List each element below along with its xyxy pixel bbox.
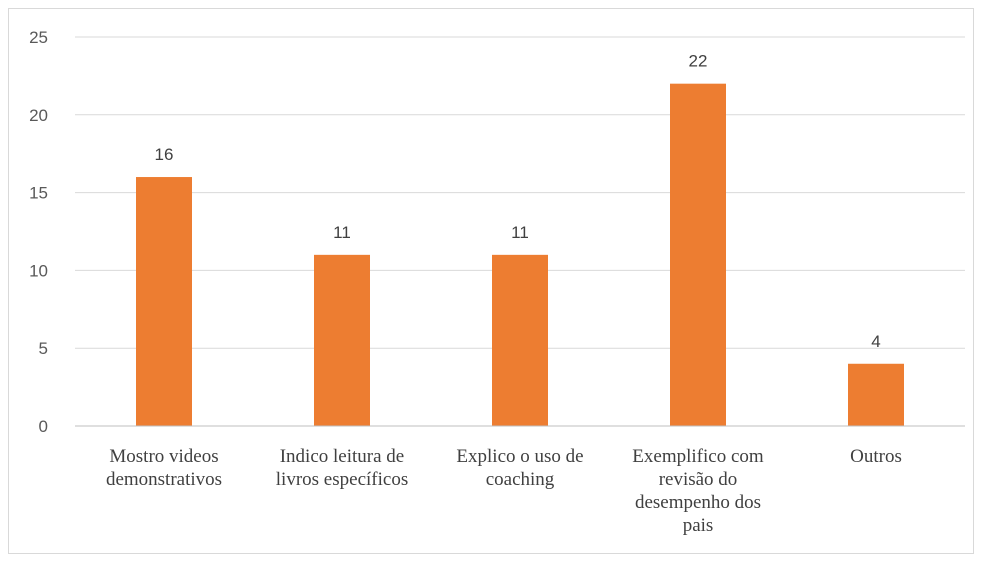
x-tick-label: livros específicos: [276, 469, 408, 490]
bar: [136, 177, 192, 426]
data-label: 16: [155, 145, 174, 164]
bar: [848, 363, 904, 426]
data-label: 11: [511, 223, 529, 242]
x-tick-label: demonstrativos: [106, 469, 222, 490]
y-tick-label: 20: [29, 106, 48, 125]
x-tick-label: Indico leitura de: [280, 446, 405, 467]
data-label: 4: [871, 332, 880, 351]
data-label: 22: [689, 52, 708, 71]
x-tick-label: coaching: [486, 469, 555, 490]
y-tick-label: 25: [29, 28, 48, 47]
x-tick-label: Exemplifico com: [632, 446, 764, 467]
y-tick-label: 10: [29, 261, 48, 280]
x-tick-label: revisão do: [659, 469, 738, 490]
bar: [670, 83, 726, 427]
bar: [492, 254, 548, 426]
y-tick-label: 5: [39, 339, 48, 358]
x-tick-label: Mostro videos: [109, 446, 218, 467]
y-tick-label: 15: [29, 184, 48, 203]
x-tick-label: pais: [683, 515, 714, 536]
data-label: 11: [333, 223, 351, 242]
x-tick-label: Outros: [850, 446, 902, 467]
x-tick-label: desempenho dos: [635, 492, 761, 513]
bar: [314, 254, 370, 426]
x-tick-label: Explico o uso de: [456, 446, 583, 467]
y-tick-label: 0: [39, 417, 48, 436]
